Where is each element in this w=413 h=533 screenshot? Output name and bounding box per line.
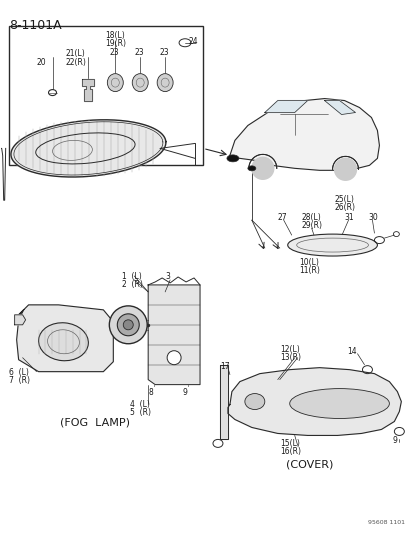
Text: 28(L): 28(L) (301, 213, 320, 222)
Ellipse shape (247, 166, 255, 171)
Polygon shape (148, 285, 199, 385)
Text: 29(R): 29(R) (301, 221, 322, 230)
Text: 3: 3 (165, 272, 170, 281)
Polygon shape (324, 101, 355, 115)
Text: 23: 23 (134, 48, 144, 56)
Text: (FOG  LAMP): (FOG LAMP) (60, 417, 130, 427)
Ellipse shape (132, 74, 148, 92)
Text: 22(R): 22(R) (65, 58, 86, 67)
Text: 20: 20 (36, 58, 46, 67)
Ellipse shape (244, 393, 264, 409)
Text: 18(L): 18(L) (105, 31, 125, 40)
Ellipse shape (226, 155, 238, 162)
Text: 24: 24 (188, 37, 197, 46)
Text: 25(L): 25(L) (334, 195, 354, 204)
Text: 19(R): 19(R) (105, 39, 126, 48)
Ellipse shape (38, 323, 88, 361)
Text: 15(L): 15(L) (279, 439, 299, 448)
Text: 7  (R): 7 (R) (9, 376, 30, 385)
Text: 27: 27 (277, 213, 287, 222)
Circle shape (334, 158, 356, 180)
Text: 5  (R): 5 (R) (130, 408, 151, 416)
Circle shape (251, 157, 273, 179)
Ellipse shape (287, 234, 377, 256)
Text: 23: 23 (159, 48, 169, 56)
Text: 13(R): 13(R) (279, 353, 300, 362)
Text: 23: 23 (109, 48, 119, 56)
Ellipse shape (123, 320, 133, 330)
Text: 26(R): 26(R) (334, 203, 355, 212)
Polygon shape (14, 315, 26, 325)
Polygon shape (228, 368, 400, 435)
Text: 2  (R): 2 (R) (122, 280, 143, 289)
Text: 95608 1101: 95608 1101 (368, 520, 404, 525)
Ellipse shape (107, 74, 123, 92)
Ellipse shape (117, 314, 139, 336)
Ellipse shape (157, 74, 173, 92)
Polygon shape (82, 79, 94, 101)
Text: 30: 30 (368, 213, 377, 222)
Text: 4  (L): 4 (L) (130, 400, 150, 409)
Text: 14: 14 (347, 347, 356, 356)
Polygon shape (11, 120, 166, 177)
Ellipse shape (289, 389, 389, 418)
Text: 9: 9 (182, 387, 187, 397)
Text: 21(L): 21(L) (65, 49, 85, 58)
Bar (9, 26, 202, 165)
Text: 8: 8 (148, 387, 152, 397)
Ellipse shape (109, 306, 147, 344)
Text: 11(R): 11(R) (299, 266, 320, 275)
Circle shape (167, 351, 180, 365)
Polygon shape (17, 305, 113, 372)
Text: 9: 9 (392, 437, 396, 446)
Text: 31: 31 (344, 213, 353, 222)
Text: 12(L): 12(L) (279, 345, 299, 354)
Polygon shape (229, 99, 378, 171)
Text: 8-1101A: 8-1101A (9, 19, 61, 32)
Polygon shape (219, 365, 228, 439)
Text: 10(L): 10(L) (299, 258, 319, 267)
Text: (COVER): (COVER) (285, 459, 332, 470)
Text: 17: 17 (219, 362, 229, 370)
Text: 6  (L): 6 (L) (9, 368, 28, 377)
Text: 1  (L): 1 (L) (122, 272, 142, 281)
Polygon shape (264, 101, 307, 112)
Text: 16(R): 16(R) (279, 447, 300, 456)
